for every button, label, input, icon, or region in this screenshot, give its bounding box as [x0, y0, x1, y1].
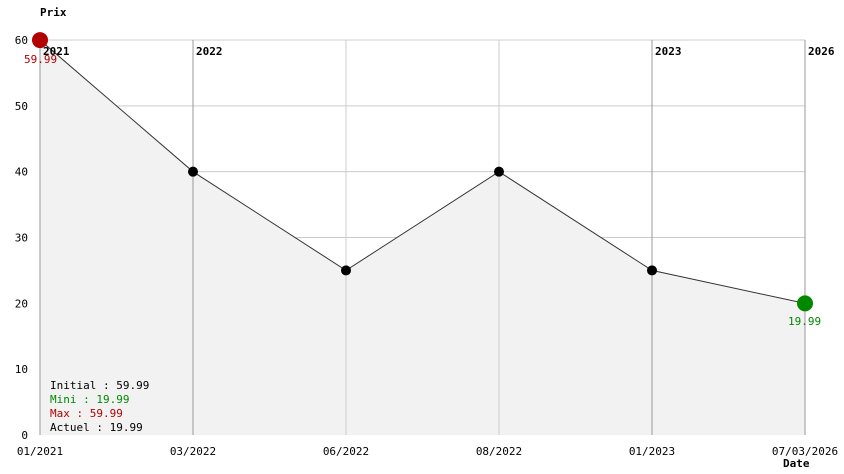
year-label: 2026	[808, 45, 835, 58]
legend: Initial : 59.99 Mini : 19.99 Max : 59.99…	[50, 379, 149, 434]
x-tick-label: 03/2022	[170, 445, 216, 458]
y-tick-label: 10	[15, 363, 28, 376]
price-line	[39, 39, 806, 304]
y-tick-label: 40	[15, 166, 28, 179]
x-tick-label: 06/2022	[323, 445, 369, 458]
year-label: 2022	[196, 45, 223, 58]
max-value-label: 59.99	[24, 53, 57, 66]
y-tick-label: 60	[15, 34, 28, 47]
legend-mini: Mini : 19.99	[50, 393, 129, 406]
x-tick-label: 01/2023	[629, 445, 675, 458]
max-point	[32, 32, 48, 49]
x-axis-label: Date	[783, 457, 810, 470]
y-ticks: 0 10 20 30 40 50 60	[15, 34, 28, 442]
x-tick-label: 01/2021	[17, 445, 63, 458]
y-tick-label: 30	[15, 232, 28, 245]
y-tick-label: 20	[15, 297, 28, 310]
x-tick-label: 07/03/2026	[772, 445, 838, 458]
y-tick-label: 0	[21, 429, 28, 442]
min-point	[797, 295, 813, 312]
data-point	[647, 265, 657, 276]
data-point	[494, 166, 504, 177]
legend-actuel: Actuel : 19.99	[50, 421, 143, 434]
year-labels: 2021 2022 2023 2026	[43, 45, 835, 58]
legend-initial: Initial : 59.99	[50, 379, 149, 392]
area-fill	[40, 40, 805, 436]
x-tick-label: 08/2022	[476, 445, 522, 458]
year-label: 2023	[655, 45, 682, 58]
x-ticks: 01/2021 03/2022 06/2022 08/2022 01/2023 07/03…	[17, 445, 838, 458]
data-point	[341, 265, 351, 276]
vertical-lines	[39, 40, 806, 435]
y-tick-label: 50	[15, 100, 28, 113]
y-axis-label: Prix	[40, 6, 67, 19]
year-label: 2021	[43, 45, 70, 58]
legend-max: Max : 59.99	[50, 407, 123, 420]
data-point	[188, 166, 198, 177]
min-value-label: 19.99	[788, 315, 821, 328]
points	[32, 32, 813, 312]
